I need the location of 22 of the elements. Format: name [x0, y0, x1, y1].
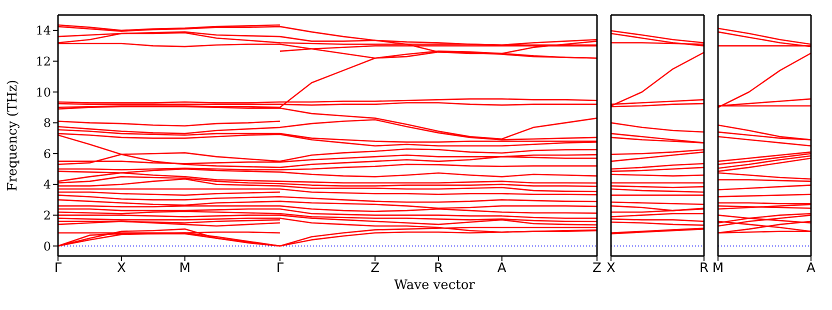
x-tick-label: X — [116, 261, 126, 276]
y-axis-title: Frequency (THz) — [6, 80, 21, 192]
x-tick-label: Z — [592, 261, 602, 276]
y-tick-label: 10 — [36, 85, 51, 100]
y-tick-label: 8 — [43, 116, 51, 130]
y-tick-label: 12 — [36, 54, 51, 68]
x-tick-label: Z — [370, 261, 380, 276]
x-tick-label: M — [179, 261, 190, 276]
x-tick-label: Γ — [54, 261, 62, 276]
y-tick-label: 4 — [43, 178, 52, 192]
x-tick-label: X — [606, 261, 616, 276]
x-axis-title: Wave vector — [393, 278, 476, 293]
x-tick-label: R — [434, 261, 443, 276]
x-tick-label: A — [806, 261, 816, 276]
x-tick-label: A — [497, 261, 506, 276]
x-tick-label: R — [699, 261, 709, 276]
y-tick-label: 2 — [43, 208, 51, 222]
x-tick-label: Γ — [276, 261, 284, 276]
y-tick-label: 0 — [43, 239, 51, 254]
y-tick-label: 6 — [43, 146, 51, 161]
y-tick-label: 14 — [36, 24, 52, 38]
x-tick-label: M — [712, 261, 724, 276]
